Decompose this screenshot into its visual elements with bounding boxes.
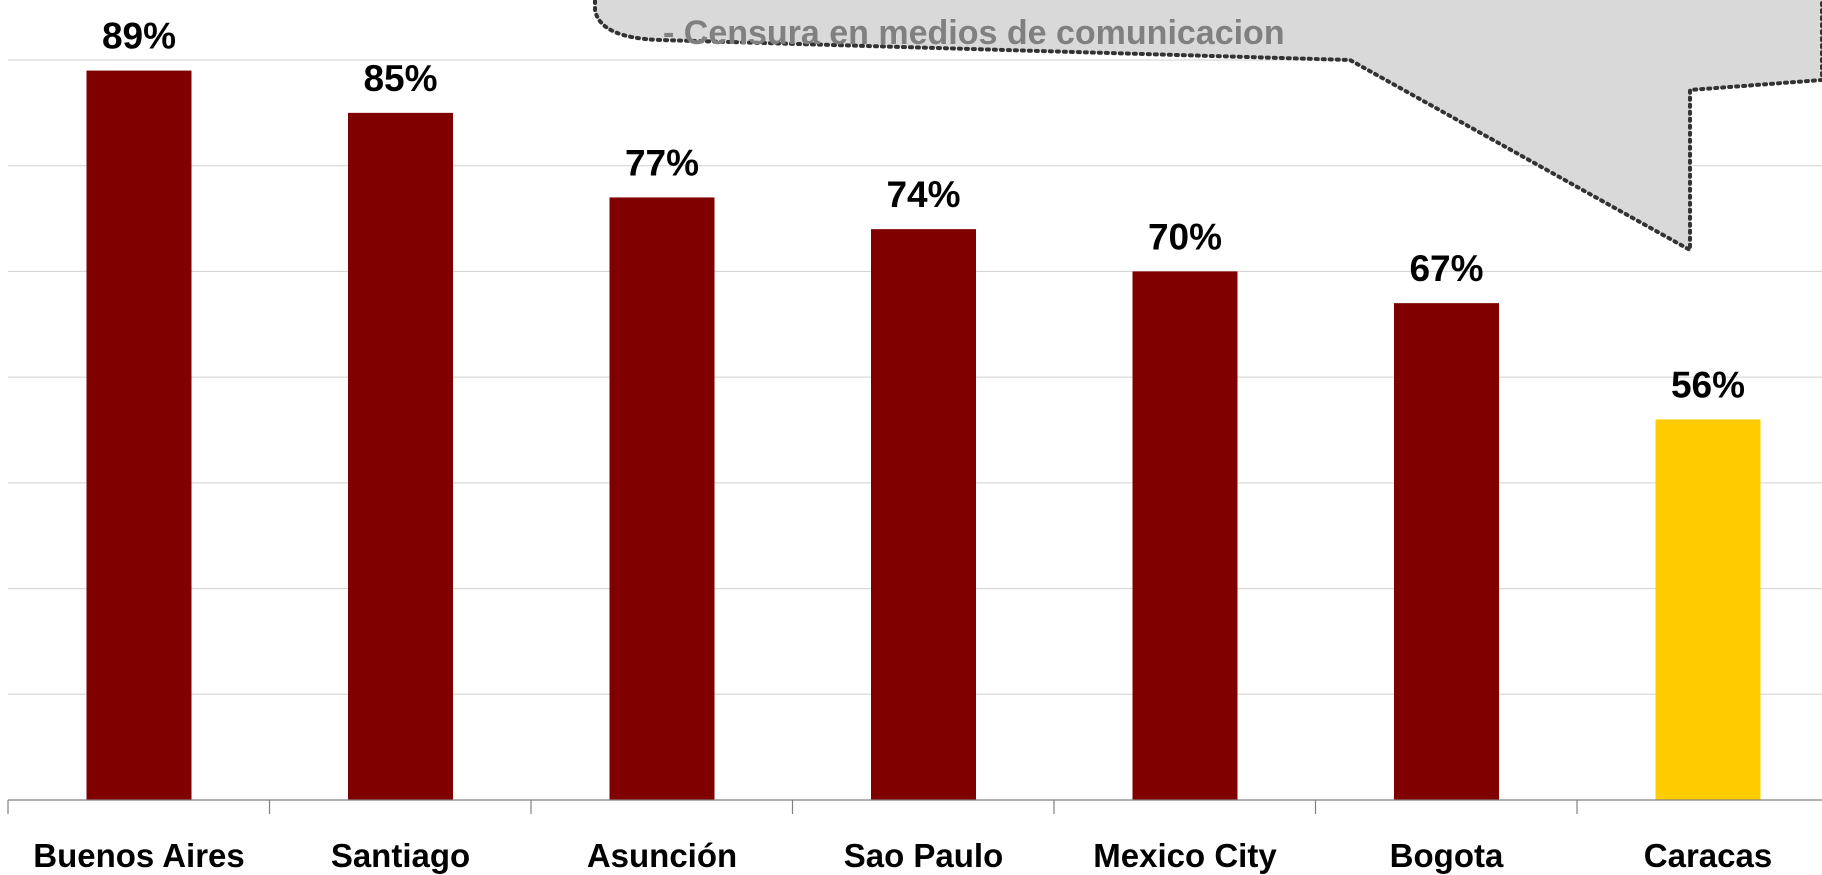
x-tick-label: Santiago <box>331 837 470 874</box>
x-tick-label: Asunción <box>587 837 737 874</box>
data-label: 74% <box>886 174 960 215</box>
bars <box>86 70 1761 801</box>
bar-mexico-city <box>1132 271 1238 800</box>
x-tick-label: Mexico City <box>1093 837 1277 874</box>
bar-asunci-n <box>609 197 715 800</box>
data-labels: 89% 85% 77% 74% 70% 67% 56% <box>102 16 1745 406</box>
data-label: 67% <box>1409 248 1483 289</box>
x-tick-label: Bogota <box>1390 837 1504 874</box>
data-label: 89% <box>102 16 176 57</box>
bar-bogota <box>1394 303 1499 800</box>
bar-buenos-aires <box>86 70 192 801</box>
data-label: 85% <box>363 58 437 99</box>
bar-caracas <box>1655 419 1761 800</box>
x-tick-label: Buenos Aires <box>33 837 245 874</box>
bar-sao-paulo <box>871 229 976 801</box>
x-axis <box>7 799 1822 814</box>
x-tick-label: Caracas <box>1644 837 1772 874</box>
data-label: 70% <box>1148 216 1222 257</box>
data-label: 56% <box>1671 364 1745 405</box>
callout-shape <box>593 0 1822 254</box>
bar-santiago <box>348 112 453 801</box>
x-tick-labels: Buenos Aires Santiago Asunción Sao Paulo Mex… <box>33 837 1772 874</box>
callout-bubble: - Censura en medios de comunicacion <box>593 0 1822 254</box>
x-tick-label: Sao Paulo <box>844 837 1004 874</box>
callout-text: - Censura en medios de comunicacion <box>663 14 1285 52</box>
data-label: 77% <box>625 142 699 183</box>
